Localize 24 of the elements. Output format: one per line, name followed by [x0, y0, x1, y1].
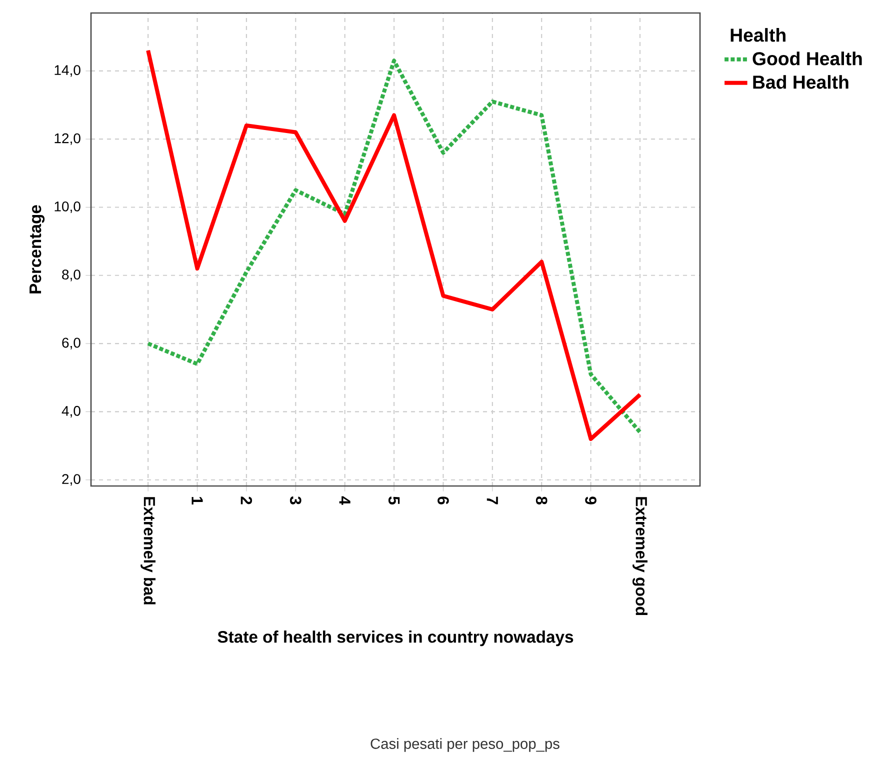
- x-tick-label: 2: [240, 496, 252, 504]
- y-tick-label: 4,0: [62, 406, 80, 418]
- text: Casi pesati per peso_pop_ps: [370, 738, 560, 752]
- x-tick-label: 8: [536, 496, 548, 504]
- x-tick-label: 9: [585, 496, 596, 504]
- legend-label: Good Health: [752, 52, 862, 66]
- y-tick-label: 10,0: [54, 201, 80, 214]
- y-axis-title: Percentage: [30, 205, 45, 294]
- y-tick-label: 2,0: [62, 474, 80, 486]
- x-tick-label: 6: [438, 496, 449, 504]
- x-axis-title: State of health services in country nowadays: [218, 630, 574, 646]
- x-tick-label: 5: [388, 496, 400, 504]
- legend-label: Bad Health: [753, 75, 848, 89]
- x-tick-label: 3: [290, 496, 302, 504]
- x-tick-label: 1: [192, 497, 203, 504]
- y-tick-label: 8,0: [62, 270, 80, 282]
- y-tick-label: 6,0: [62, 338, 80, 350]
- y-tick-label: 12,0: [54, 133, 80, 145]
- x-tick-label: 7: [486, 496, 498, 504]
- x-tick-label: Extremely bad: [140, 497, 156, 604]
- legend-title: Health: [730, 28, 786, 42]
- y-tick-label: 14,0: [54, 65, 80, 77]
- x-tick-label: Extremely good: [632, 497, 648, 616]
- x-tick-label: 4: [339, 496, 350, 505]
